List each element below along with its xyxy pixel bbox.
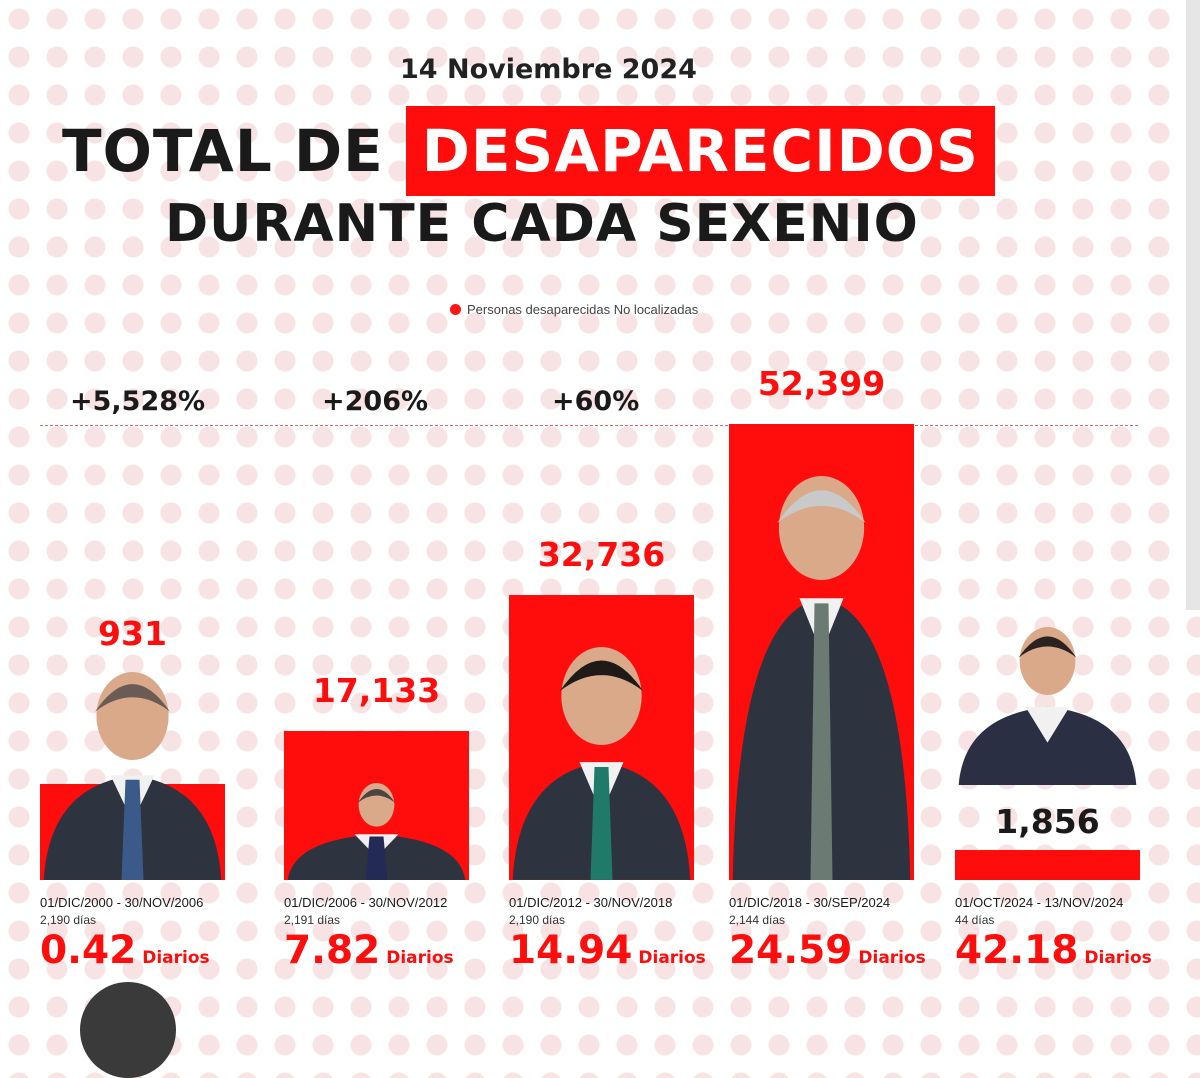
period-label-2: 01/DIC/2006 - 30/NOV/2012 [284, 895, 448, 910]
daily-rate-value-5: 42.18 [955, 928, 1079, 973]
daily-rate-unit-4: Diarios [858, 948, 926, 968]
portrait-1 [43, 672, 222, 880]
days-label-5: 44 días [955, 913, 995, 927]
image-edge-strip [1186, 0, 1200, 610]
daily-rate-5: 42.18 Diarios [955, 928, 1152, 973]
daily-rate-unit-2: Diarios [386, 948, 454, 968]
avatar [80, 982, 176, 1078]
period-label-1: 01/DIC/2000 - 30/NOV/2006 [40, 895, 204, 910]
legend-swatch [450, 304, 461, 315]
days-label-1: 2,190 días [40, 913, 97, 927]
period-label-5: 01/OCT/2024 - 13/NOV/2024 [955, 895, 1124, 910]
reference-dashed-line [40, 425, 1138, 426]
days-label-4: 2,144 días [729, 913, 786, 927]
daily-rate-2: 7.82 Diarios [284, 928, 454, 973]
percent-change-1: +5,528% [70, 386, 206, 417]
daily-rate-value-4: 24.59 [729, 928, 853, 973]
report-date: 14 Noviembre 2024 [400, 54, 697, 85]
title-highlight: DESAPARECIDOS [405, 106, 995, 196]
portrait-5 [958, 627, 1137, 785]
daily-rate-value-3: 14.94 [509, 928, 633, 973]
bar-5 [955, 850, 1140, 880]
percent-change-3: +60% [552, 386, 640, 417]
daily-rate-1: 0.42 Diarios [40, 928, 210, 973]
chart-legend: Personas desaparecidas No localizadas [450, 302, 698, 317]
daily-rate-value-2: 7.82 [284, 928, 381, 973]
daily-rate-unit-5: Diarios [1084, 948, 1152, 968]
value-label-5: 1,856 [995, 802, 1100, 841]
portrait-3 [512, 647, 691, 880]
portrait-2 [287, 782, 466, 880]
days-label-2: 2,191 días [284, 913, 341, 927]
legend-label: Personas desaparecidas No localizadas [467, 302, 699, 317]
days-label-3: 2,190 días [509, 913, 566, 927]
daily-rate-unit-1: Diarios [142, 948, 210, 968]
value-label-3: 32,736 [537, 535, 666, 575]
daily-rate-value-1: 0.42 [40, 928, 137, 973]
daily-rate-4: 24.59 Diarios [729, 928, 926, 973]
portrait-4 [732, 476, 911, 880]
value-label-1: 931 [98, 614, 167, 653]
period-label-3: 01/DIC/2012 - 30/NOV/2018 [509, 895, 673, 910]
title-line-1: TOTAL DE DESAPARECIDOS [62, 106, 995, 196]
percent-change-2: +206% [322, 386, 429, 417]
value-label-2: 17,133 [312, 670, 441, 710]
daily-rate-3: 14.94 Diarios [509, 928, 706, 973]
period-label-4: 01/DIC/2018 - 30/SEP/2024 [729, 895, 891, 910]
title-prefix: TOTAL DE [62, 117, 384, 185]
daily-rate-unit-3: Diarios [638, 948, 706, 968]
title-line-2: DURANTE CADA SEXENIO [165, 194, 919, 254]
value-label-4: 52,399 [757, 364, 886, 403]
